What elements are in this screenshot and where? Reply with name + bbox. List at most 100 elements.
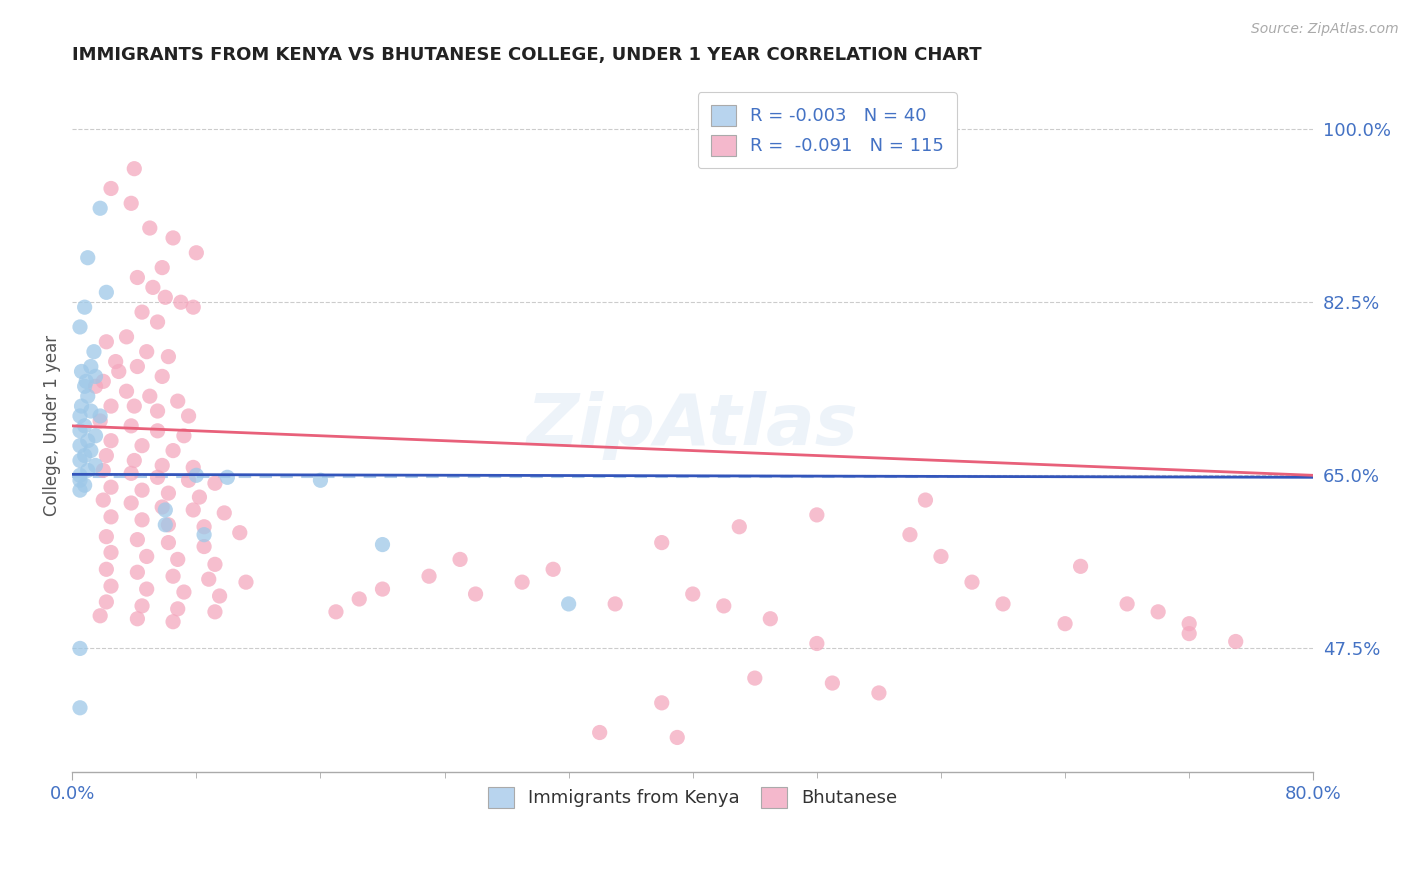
Point <box>177 473 200 487</box>
Point <box>131 599 153 613</box>
Point <box>73 478 96 492</box>
Point <box>142 280 165 294</box>
Point <box>115 384 138 399</box>
Point <box>193 520 215 534</box>
Point <box>177 409 200 423</box>
Point <box>464 587 486 601</box>
Point <box>124 399 146 413</box>
Point <box>914 493 936 508</box>
Point <box>150 369 173 384</box>
Point <box>162 231 184 245</box>
Point <box>510 575 533 590</box>
Point <box>73 418 96 433</box>
Point <box>100 509 122 524</box>
Point <box>131 513 153 527</box>
Point <box>89 409 111 423</box>
Point <box>806 508 828 522</box>
Point <box>89 201 111 215</box>
Point <box>127 533 149 547</box>
Point <box>157 486 180 500</box>
Point <box>605 597 627 611</box>
Point <box>91 493 114 508</box>
Text: IMMIGRANTS FROM KENYA VS BHUTANESE COLLEGE, UNDER 1 YEAR CORRELATION CHART: IMMIGRANTS FROM KENYA VS BHUTANESE COLLE… <box>72 46 981 64</box>
Point <box>150 260 173 275</box>
Point <box>120 196 142 211</box>
Point <box>100 579 122 593</box>
Point <box>651 535 673 549</box>
Point <box>100 480 122 494</box>
Point <box>76 251 98 265</box>
Point <box>89 414 111 428</box>
Point <box>157 517 180 532</box>
Point <box>759 612 782 626</box>
Point <box>80 404 103 418</box>
Point <box>651 696 673 710</box>
Point <box>120 496 142 510</box>
Point <box>100 434 122 448</box>
Point <box>69 483 91 498</box>
Point <box>135 549 157 564</box>
Point <box>69 453 91 467</box>
Point <box>162 443 184 458</box>
Point <box>157 535 180 549</box>
Point <box>120 467 142 481</box>
Point <box>193 527 215 541</box>
Point <box>157 350 180 364</box>
Point <box>181 503 204 517</box>
Point <box>371 538 394 552</box>
Point <box>70 364 93 378</box>
Point <box>449 552 471 566</box>
Point <box>80 359 103 374</box>
Point <box>76 434 98 448</box>
Point <box>84 429 107 443</box>
Point <box>235 575 257 590</box>
Point <box>96 334 118 349</box>
Point <box>155 503 177 517</box>
Point <box>131 439 153 453</box>
Point <box>1225 634 1247 648</box>
Point <box>1116 597 1139 611</box>
Point <box>69 424 91 438</box>
Point <box>188 490 211 504</box>
Point <box>186 245 208 260</box>
Point <box>135 582 157 596</box>
Point <box>69 641 91 656</box>
Point <box>73 449 96 463</box>
Point <box>162 615 184 629</box>
Point <box>204 476 226 491</box>
Point <box>589 725 612 739</box>
Point <box>146 470 169 484</box>
Point <box>1147 605 1170 619</box>
Point <box>73 379 96 393</box>
Text: ZipAtlas: ZipAtlas <box>527 392 859 460</box>
Point <box>197 572 219 586</box>
Point <box>146 424 169 438</box>
Point <box>217 470 239 484</box>
Point <box>127 270 149 285</box>
Point <box>120 418 142 433</box>
Y-axis label: College, Under 1 year: College, Under 1 year <box>44 335 60 516</box>
Point <box>139 221 162 235</box>
Point <box>69 473 91 487</box>
Text: Source: ZipAtlas.com: Source: ZipAtlas.com <box>1251 22 1399 37</box>
Point <box>166 394 188 409</box>
Point <box>84 369 107 384</box>
Point <box>96 595 118 609</box>
Point <box>557 597 579 611</box>
Point <box>173 585 195 599</box>
Point <box>666 731 689 745</box>
Point <box>155 290 177 304</box>
Point <box>150 500 173 514</box>
Point <box>155 517 177 532</box>
Point <box>682 587 704 601</box>
Point <box>898 527 921 541</box>
Point <box>107 364 129 378</box>
Point <box>131 305 153 319</box>
Point <box>208 589 231 603</box>
Point <box>170 295 193 310</box>
Point <box>75 375 97 389</box>
Point <box>821 676 844 690</box>
Point <box>166 602 188 616</box>
Point <box>84 379 107 393</box>
Point <box>204 558 226 572</box>
